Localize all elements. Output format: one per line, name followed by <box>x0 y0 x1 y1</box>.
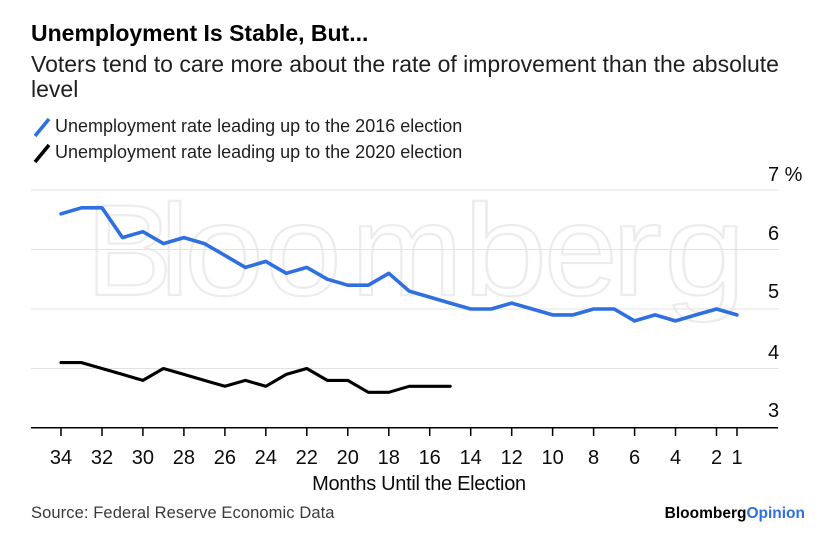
svg-text:4: 4 <box>670 447 681 469</box>
svg-text:12: 12 <box>501 447 523 469</box>
svg-text:3: 3 <box>768 400 779 422</box>
svg-text:32: 32 <box>91 447 113 469</box>
svg-text:14: 14 <box>460 447 482 469</box>
svg-text:24: 24 <box>255 447 277 469</box>
svg-text:6: 6 <box>629 447 640 469</box>
svg-text:2: 2 <box>711 447 722 469</box>
svg-text:16: 16 <box>419 447 441 469</box>
svg-text:18: 18 <box>378 447 400 469</box>
svg-text:34: 34 <box>50 447 72 469</box>
svg-text:22: 22 <box>296 447 318 469</box>
svg-text:7 %: 7 % <box>768 164 803 186</box>
svg-text:26: 26 <box>214 447 236 469</box>
svg-text:30: 30 <box>132 447 154 469</box>
svg-text:1: 1 <box>731 447 742 469</box>
svg-text:5: 5 <box>768 281 779 303</box>
svg-text:4: 4 <box>768 342 779 364</box>
svg-text:6: 6 <box>768 223 779 245</box>
svg-text:10: 10 <box>541 447 563 469</box>
svg-text:Months Until the Election: Months Until the Election <box>312 473 526 495</box>
svg-text:8: 8 <box>588 447 599 469</box>
svg-text:20: 20 <box>337 447 359 469</box>
svg-text:28: 28 <box>173 447 195 469</box>
